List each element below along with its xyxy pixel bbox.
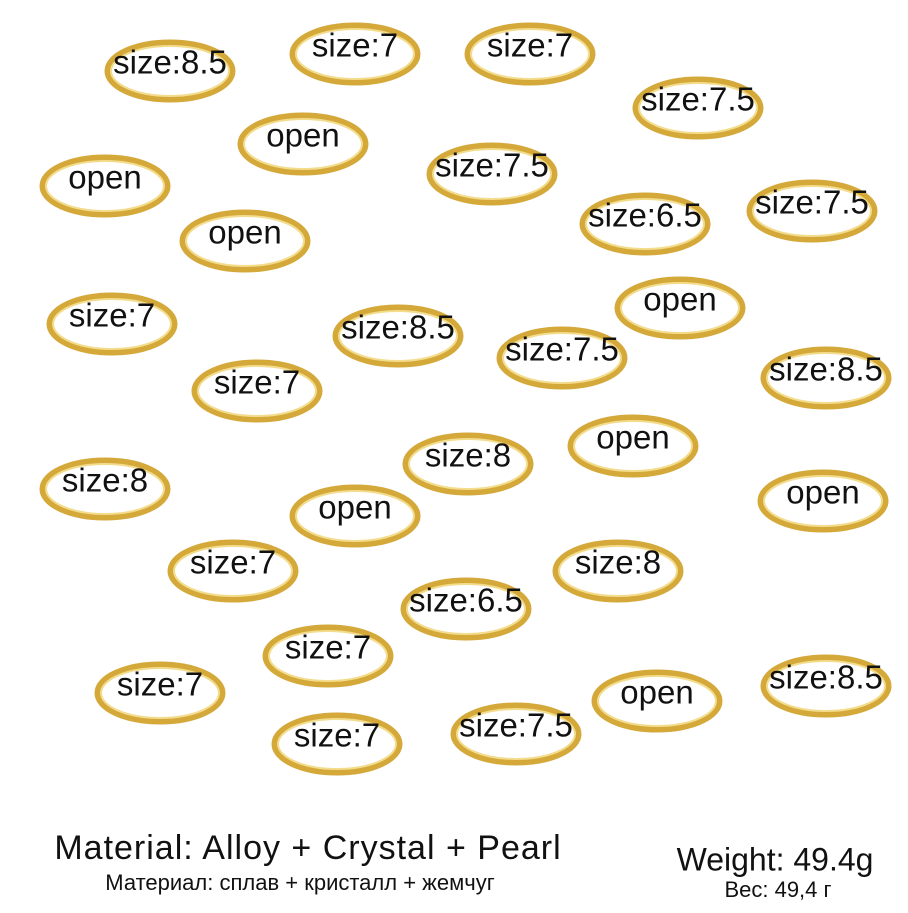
size-label: size:8 [575,544,661,581]
size-label: size:7 [294,717,380,754]
ring [94,661,226,725]
size-label: size:8 [425,437,511,474]
size-label: size:7.5 [755,184,869,221]
ring [45,463,165,515]
ring [400,577,532,641]
ring [268,630,388,682]
ring [45,160,165,212]
ring [757,469,889,533]
size-label: open [596,419,669,456]
ring [766,660,886,712]
ring [237,112,369,176]
ring [585,198,705,250]
ring [104,39,236,103]
size-label: size:7 [312,27,398,64]
ring [567,414,699,478]
ring [46,292,178,356]
ring [271,712,403,776]
ring [614,276,746,340]
ring [766,352,886,404]
ring [632,76,764,140]
ring [408,438,528,490]
size-label: size:7.5 [641,81,755,118]
ring [464,22,596,86]
ring [197,365,317,417]
ring [39,457,171,521]
ring [746,179,878,243]
ring [338,310,458,362]
size-label: size:7 [487,27,573,64]
ring [760,346,892,410]
size-label: size:7 [69,297,155,334]
ring [620,282,740,334]
rings [39,22,892,776]
ring [185,215,305,267]
size-label: open [208,214,281,251]
size-labels: size:8.5 size:7 size:7 size:7.5 open open size… [62,27,883,754]
ring [243,118,363,170]
ring [763,475,883,527]
size-label: open [643,281,716,318]
ring [597,675,717,727]
ring [591,669,723,733]
ring [52,298,172,350]
ring [552,539,684,603]
ring [638,82,758,134]
ring [295,490,415,542]
ring [760,654,892,718]
size-label: size:7.5 [435,147,549,184]
weight-en: Weight: 49.4g [677,841,874,877]
weight-ru: Вес: 49,4 г [724,877,831,902]
ring [456,708,576,760]
ring [332,304,464,368]
ring [100,667,220,719]
size-label: size:8 [62,462,148,499]
ring [450,702,582,766]
ring [167,539,299,603]
ring [262,624,394,688]
material-en: Material: Alloy + Crystal + Pearl [54,829,561,867]
size-label: size:8.5 [769,659,883,696]
size-label: open [266,117,339,154]
ring [179,209,311,273]
material-ru: Материал: сплав + кристалл + жемчуг [105,870,494,895]
size-label: size:7 [190,544,276,581]
ring [502,332,622,384]
size-label: size:7 [285,629,371,666]
ring [432,148,552,200]
ring [110,45,230,97]
ring [406,583,526,635]
ring [277,718,397,770]
size-label: open [786,474,859,511]
ring [496,326,628,390]
size-label: size:8.5 [113,44,227,81]
size-label: size:6.5 [409,582,523,619]
size-label: size:7.5 [459,707,573,744]
ring [573,420,693,472]
ring [558,545,678,597]
ring [295,28,415,80]
ring [39,154,171,218]
ring [191,359,323,423]
ring [470,28,590,80]
ring [173,545,293,597]
ring [289,22,421,86]
ring [402,432,534,496]
ring [752,185,872,237]
size-label: size:6.5 [588,197,702,234]
size-label: size:8.5 [341,309,455,346]
ring [579,192,711,256]
size-label: size:8.5 [769,351,883,388]
size-label: open [318,489,391,526]
size-label: size:7 [117,666,203,703]
size-label: size:7 [214,364,300,401]
size-label: open [620,674,693,711]
ring [426,142,558,206]
size-label: size:7.5 [505,331,619,368]
size-label: open [68,159,141,196]
ring [289,484,421,548]
